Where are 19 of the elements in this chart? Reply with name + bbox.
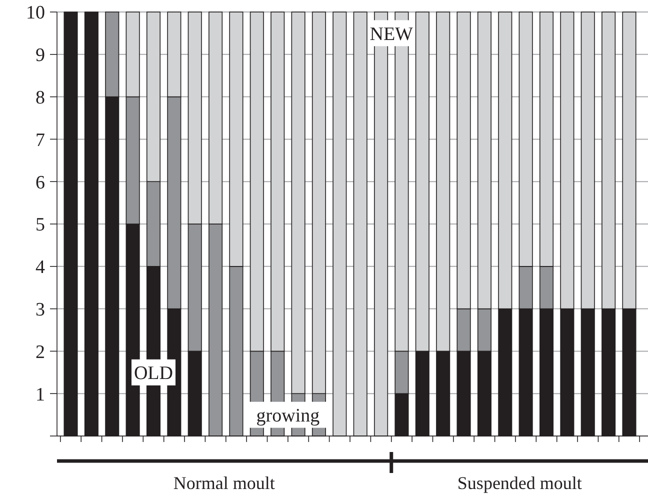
y-tick-label: 7 <box>36 130 45 151</box>
text: Suspended moult <box>457 473 582 493</box>
y-tick-label: 4 <box>36 257 46 278</box>
text: Normal moult <box>173 473 275 493</box>
y-tick-label: 10 <box>26 2 45 24</box>
bar <box>64 12 78 436</box>
bar <box>332 12 347 436</box>
series-label: OLD <box>134 363 174 384</box>
y-tick-label: 5 <box>36 214 45 236</box>
y-tick-label: 3 <box>36 299 45 320</box>
y-tick-label: 1 <box>36 384 45 406</box>
y-tick-label: 8 <box>36 87 45 108</box>
bar <box>84 12 98 436</box>
y-tick-label: 6 <box>36 172 45 194</box>
bar <box>353 12 368 436</box>
series-label: growing <box>256 405 320 426</box>
y-tick-label: 2 <box>36 342 45 363</box>
y-tick-label: 9 <box>36 45 45 66</box>
series-label: NEW <box>370 24 414 45</box>
